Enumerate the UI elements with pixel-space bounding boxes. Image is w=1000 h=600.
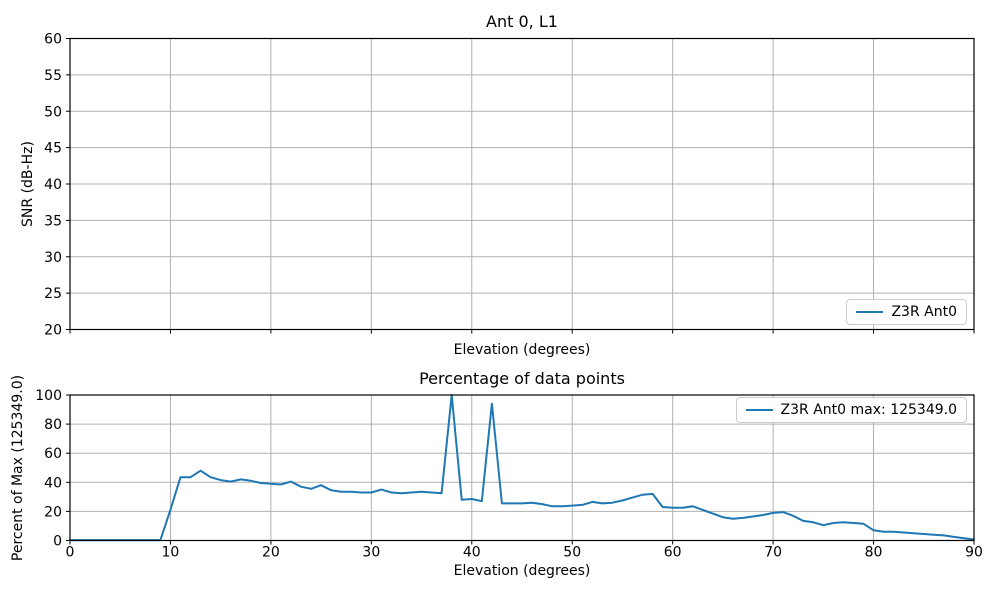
snr-y-axis-label: SNR (dB-Hz) bbox=[20, 141, 36, 227]
legend-line-sample bbox=[745, 409, 773, 411]
x-tick-label: 80 bbox=[865, 545, 883, 561]
data-line bbox=[69, 394, 975, 542]
y-tick-label: 80 bbox=[44, 417, 62, 433]
snr-legend: Z3R Ant0 bbox=[846, 299, 967, 325]
x-tick-label: 50 bbox=[563, 545, 581, 561]
y-tick-label: 35 bbox=[44, 213, 62, 229]
snr-chart-title: Ant 0, L1 bbox=[486, 12, 558, 31]
x-tick-label: 20 bbox=[262, 545, 280, 561]
y-tick-label: 30 bbox=[44, 250, 62, 266]
legend-line-sample bbox=[856, 311, 884, 313]
x-tick-label: 0 bbox=[66, 545, 75, 561]
x-tick-label: 60 bbox=[664, 545, 682, 561]
y-tick-label: 0 bbox=[53, 534, 62, 550]
axes-frame bbox=[69, 394, 975, 542]
percentage-y-axis-label: Percent of Max (125349.0) bbox=[10, 374, 26, 562]
y-tick-label: 25 bbox=[44, 286, 62, 302]
y-tick-label: 60 bbox=[44, 32, 62, 48]
x-tick-label: 90 bbox=[965, 545, 983, 561]
x-tick-label: 70 bbox=[764, 545, 782, 561]
percentage-chart-title: Percentage of data points bbox=[419, 369, 625, 388]
x-tick-label: 10 bbox=[162, 545, 180, 561]
axes-frame bbox=[69, 37, 975, 331]
y-tick-label: 40 bbox=[44, 475, 62, 491]
y-tick-label: 40 bbox=[44, 177, 62, 193]
x-tick-label: 30 bbox=[362, 545, 380, 561]
y-tick-label: 60 bbox=[44, 446, 62, 462]
y-tick-label: 20 bbox=[44, 323, 62, 339]
y-tick-label: 55 bbox=[44, 68, 62, 84]
snr-legend-label: Z3R Ant0 bbox=[891, 304, 957, 320]
snr-x-axis-label: Elevation (degrees) bbox=[453, 342, 591, 358]
percentage-legend-label: Z3R Ant0 max: 125349.0 bbox=[780, 402, 957, 418]
y-tick-label: 45 bbox=[44, 141, 62, 157]
x-tick-label: 40 bbox=[463, 545, 481, 561]
y-tick-label: 50 bbox=[44, 104, 62, 120]
y-tick-label: 100 bbox=[35, 388, 62, 404]
percentage-legend: Z3R Ant0 max: 125349.0 bbox=[735, 397, 967, 423]
percentage-x-axis-label: Elevation (degrees) bbox=[453, 563, 591, 579]
y-tick-label: 20 bbox=[44, 504, 62, 520]
